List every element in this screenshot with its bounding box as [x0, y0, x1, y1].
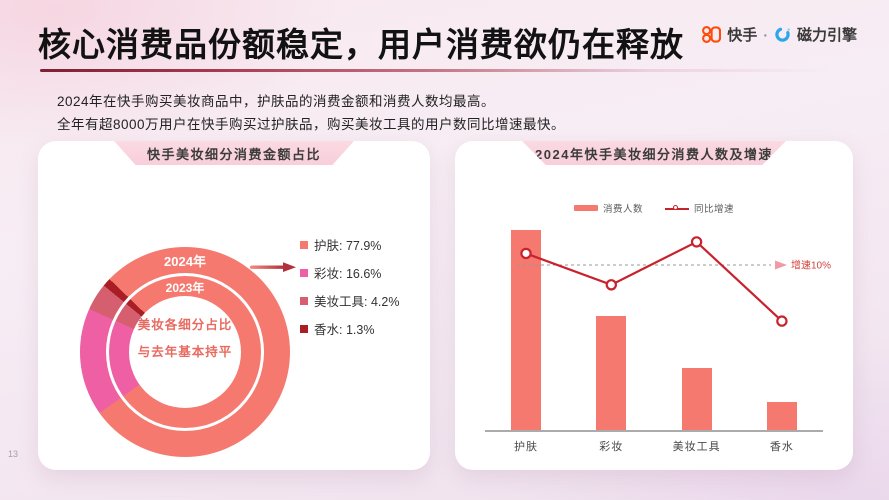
reference-label: 增速10%: [791, 259, 831, 272]
bar-chart-legend: 消费人数 同比增速: [455, 201, 853, 215]
donut-legend-row: 美妆工具: 4.2%: [300, 291, 399, 310]
legend-item-growth: 同比增速: [665, 201, 734, 215]
legend-label: 护肤: 77.9%: [314, 239, 382, 253]
title-underline: [40, 69, 852, 72]
subtitle-line-1: 2024年在快手购买美妆商品中，护肤品的消费金额和消费人数均最高。: [57, 94, 496, 109]
page-number: 13: [8, 449, 19, 459]
brand-bar: 快手 · 磁力引擎: [702, 24, 857, 45]
donut-center-line-2: 与去年基本持平: [137, 345, 233, 359]
brand-kuaishou-label: 快手: [727, 27, 758, 44]
line-marker-swatch-icon: [665, 204, 689, 213]
legend-item-consumers: 消费人数: [573, 201, 643, 215]
legend-growth-label: 同比增速: [694, 204, 735, 215]
donut-legend-row: 彩妆: 16.6%: [300, 263, 399, 282]
x-axis-label: 护肤: [514, 441, 538, 453]
x-axis-line: [485, 430, 823, 432]
donut-chart-card: 快手美妆细分消费金额占比 2024年 2023年 美妆各细分占比 与去年基本持平: [38, 141, 430, 470]
donut-ring-gap: 2023年 美妆各细分占比 与去年基本持平: [106, 273, 264, 431]
bar-1: [511, 230, 541, 430]
growth-point-marker: [776, 315, 788, 327]
legend-label: 香水: 1.3%: [314, 323, 375, 337]
donut-to-legend-arrow-icon: [250, 262, 296, 272]
growth-point-marker: [605, 279, 617, 291]
donut-legend-row: 香水: 1.3%: [300, 319, 399, 338]
page-title: 核心消费品份额稳定，用户消费欲仍在释放: [38, 26, 684, 63]
donut-center: 美妆各细分占比 与去年基本持平: [129, 296, 241, 408]
x-axis-label: 美妆工具: [672, 441, 721, 453]
bar-3: [681, 368, 712, 430]
donut-legend: 护肤: 77.9% 彩妆: 16.6% 美妆工具: 4.2% 香水: 1.3%: [300, 235, 399, 338]
x-axis-label: 彩妆: [599, 441, 624, 453]
brand-separator: ·: [763, 26, 768, 43]
growth-line: [525, 240, 783, 322]
magnetic-engine-logo-icon: [775, 27, 790, 42]
bar-chart-title: 2024年快手美妆细分消费人数及增速: [535, 146, 773, 162]
donut-ring-2023: 2023年 美妆各细分占比 与去年基本持平: [109, 276, 261, 428]
bar-line-chart-card: 2024年快手美妆细分消费人数及增速 消费人数 同比增速 护肤 彩妆 美妆工具 香水 增…: [455, 141, 853, 470]
bar-2: [596, 316, 627, 430]
ring-label-2024: 2024年: [164, 254, 206, 269]
subtitle-line-2: 全年有超8000万用户在快手购买过护肤品，购买美妆工具的用户数同比增速最快。: [57, 117, 566, 132]
reference-arrow-icon: [775, 260, 787, 270]
bar-swatch-icon: [573, 205, 598, 211]
donut-chart-title-banner: 快手美妆细分消费金额占比: [114, 141, 354, 165]
growth-point-marker: [690, 236, 703, 248]
legend-swatch-icon: [300, 240, 308, 249]
brand-engine-label: 磁力引擎: [796, 27, 857, 44]
legend-swatch-icon: [300, 268, 308, 277]
legend-consumers-label: 消费人数: [602, 204, 643, 215]
donut-chart-title: 快手美妆细分消费金额占比: [146, 146, 321, 162]
legend-swatch-icon: [300, 296, 308, 305]
bar-4: [766, 402, 797, 430]
legend-label: 美妆工具: 4.2%: [314, 295, 400, 309]
x-axis-label: 香水: [769, 441, 794, 453]
bar-chart-title-banner: 2024年快手美妆细分消费人数及增速: [522, 141, 786, 165]
bar-line-plot-area: 护肤 彩妆 美妆工具 香水 增速10%: [455, 141, 853, 470]
ring-label-2023: 2023年: [165, 281, 205, 295]
donut-legend-row: 护肤: 77.9%: [300, 235, 399, 254]
donut-ring-2024: 2024年 2023年 美妆各细分占比 与去年基本持平: [80, 247, 290, 457]
legend-label: 彩妆: 16.6%: [314, 267, 382, 281]
legend-swatch-icon: [300, 324, 308, 333]
kuaishou-logo-icon: [702, 26, 722, 43]
donut-center-line-1: 美妆各细分占比: [137, 318, 233, 332]
